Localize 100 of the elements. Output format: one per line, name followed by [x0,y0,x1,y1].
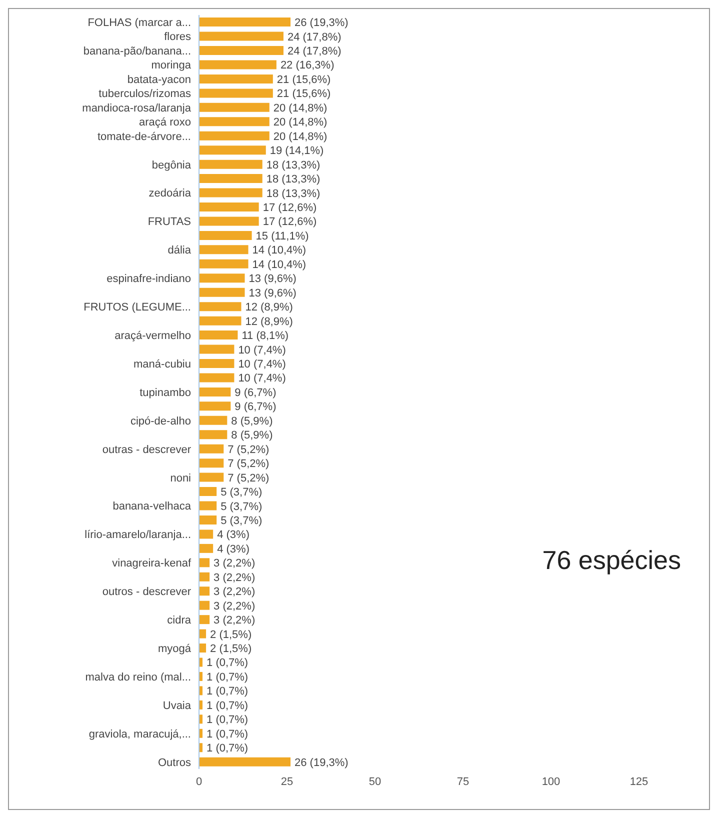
bar [199,472,224,482]
data-label: 13 (9,6%) [248,273,296,286]
data-label: 21 (15,6%) [276,88,331,100]
data-label: 26 (19,3%) [294,756,348,769]
bar [199,117,270,126]
bar [199,330,238,340]
data-label: 10 (7,4%) [238,344,286,356]
bar [199,302,242,312]
data-label: 9 (6,7%) [234,401,276,414]
y-tick-label: malva do reino (mal... [85,671,191,684]
x-tick-label: 0 [196,776,202,788]
data-label: 1 (0,7%) [206,686,248,698]
data-label: 3 (2,2%) [214,614,256,627]
y-tick-label: graviola, maracujá,... [88,728,191,740]
data-label: 1 (0,7%) [206,657,248,670]
bar [199,416,228,425]
data-label: 5 (3,7%) [220,500,262,513]
data-label: 8 (5,9%) [231,430,273,442]
data-label: 18 (13,3%) [266,159,320,172]
bar [199,586,210,596]
bar [199,230,252,240]
data-label: 12 (8,9%) [245,316,293,328]
data-label: 14 (10,4%) [252,244,306,257]
y-tick-label: lírio-amarelo/laranja... [84,529,191,542]
bar [199,444,224,454]
data-label: 17 (12,6%) [262,216,317,228]
data-label: 15 (11,1%) [256,230,309,242]
data-label: 24 (17,8%) [287,31,342,44]
bar [199,402,231,411]
bar [199,572,210,582]
bar [199,216,259,226]
data-label: 2 (1,5%) [210,628,252,641]
y-tick-label: vinagreira-kenaf [112,558,192,570]
bar [199,160,262,169]
bar [199,245,248,254]
y-tick-label: outros - descrever [102,586,192,598]
y-tick-label: zedoária [148,188,192,200]
y-tick-label: banana-pão/banana... [83,45,191,58]
data-label: 3 (2,2%) [214,586,256,598]
y-tick-label: tuberculos/rizomas [98,88,192,100]
x-tick-label: 50 [368,776,382,788]
y-tick-label: Outros [158,756,192,769]
bar [199,74,273,84]
y-tick-label: myogá [158,642,192,655]
bar [199,558,210,568]
data-label: 20 (14,8%) [273,116,328,129]
bar [199,530,214,539]
data-label: 1 (0,7%) [206,714,248,726]
bar [199,430,228,440]
data-label: 1 (0,7%) [206,700,248,712]
data-label: 26 (19,3%) [294,17,348,30]
data-label: 1 (0,7%) [206,671,248,684]
bar [199,501,217,510]
y-tick-label: tomate-de-árvore... [97,130,191,143]
bar [199,274,245,283]
bar [199,46,284,56]
data-label: 3 (2,2%) [214,572,256,584]
bar [199,202,259,212]
data-label: 7 (5,2%) [228,444,270,456]
data-label: 19 (14,1%) [270,145,324,158]
y-tick-label: cipó-de-alho [130,415,191,428]
data-label: 4 (3%) [217,543,250,556]
data-label: 20 (14,8%) [273,102,328,114]
bar [199,600,210,610]
bar [199,259,248,268]
data-label: 9 (6,7%) [234,386,276,399]
data-label: 12 (8,9%) [245,302,293,314]
bar [199,288,245,297]
data-label: 4 (3%) [217,529,250,542]
bar [199,387,231,396]
y-tick-label: banana-velhaca [112,500,192,513]
bar [199,629,206,638]
bar [199,60,276,70]
bar [199,18,291,27]
bar [199,358,234,368]
y-tick-label: moringa [151,60,192,72]
data-label: 3 (2,2%) [214,600,256,612]
data-label: 22 (16,3%) [280,60,334,72]
y-tick-label: Uvaia [162,700,192,712]
bar [199,515,217,524]
bar [199,615,210,624]
data-label: 13 (9,6%) [248,287,296,300]
data-label: 7 (5,2%) [228,472,270,484]
bar [199,487,217,496]
data-label: 21 (15,6%) [276,74,331,86]
y-tick-label: espinafre-indiano [106,273,191,286]
bar [199,644,206,653]
data-label: 10 (7,4%) [238,372,286,385]
y-tick-label: noni [170,472,191,484]
data-label: 7 (5,2%) [228,458,270,470]
y-tick-label: araçá-vermelho [114,330,191,342]
data-label: 18 (13,3%) [266,174,320,186]
bar [199,102,270,112]
data-label: 11 (8,1%) [242,330,289,342]
data-label: 5 (3,7%) [220,514,262,527]
data-label: 24 (17,8%) [287,46,342,58]
bar [199,316,242,326]
bar [199,146,266,155]
y-tick-label: flores [164,31,192,44]
y-tick-label: FRUTAS [148,216,191,228]
